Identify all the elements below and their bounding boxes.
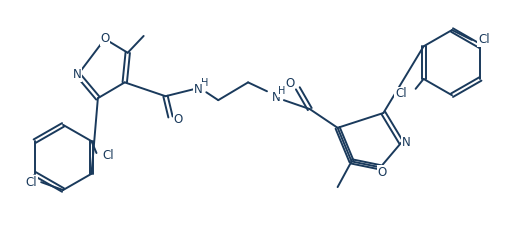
Text: H: H	[200, 78, 208, 88]
Text: N: N	[72, 68, 81, 81]
Text: O: O	[285, 77, 295, 90]
Text: O: O	[174, 114, 183, 126]
Text: H: H	[278, 86, 286, 96]
Text: Cl: Cl	[478, 33, 490, 46]
Text: O: O	[100, 32, 110, 45]
Text: Cl: Cl	[395, 87, 406, 100]
Text: N: N	[402, 136, 411, 149]
Text: O: O	[378, 166, 387, 179]
Text: Cl: Cl	[103, 149, 114, 163]
Text: N: N	[271, 91, 280, 104]
Text: Cl: Cl	[25, 176, 37, 189]
Text: N: N	[194, 83, 203, 96]
